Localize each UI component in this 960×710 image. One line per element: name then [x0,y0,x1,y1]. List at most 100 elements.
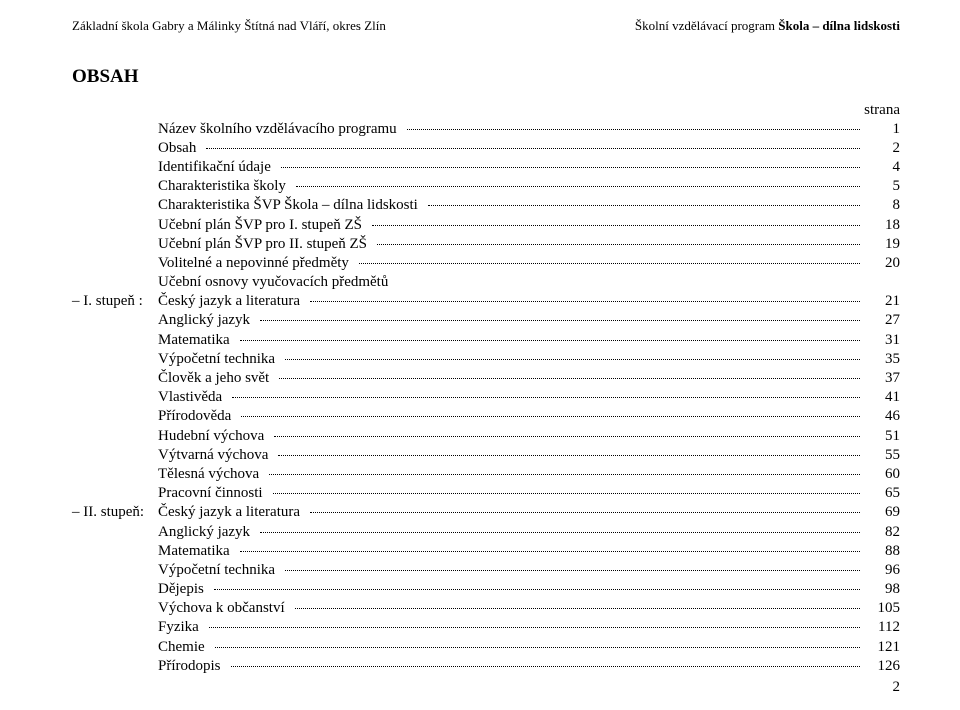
toc-row-dots [296,186,860,187]
toc-row-dots [359,263,860,264]
toc-row-dots [285,570,860,571]
toc-row: Výpočetní technika 35 [72,350,900,369]
toc-row: Pracovní činnosti65 [72,484,900,503]
header-left: Základní škola Gabry a Málinky Štítná na… [72,18,386,34]
toc-row-label: Přírodopis [158,657,227,676]
toc-row-label: Hudební výchova [158,427,270,446]
page-header: Základní škola Gabry a Málinky Štítná na… [72,18,900,34]
toc-row-dots [407,129,860,130]
toc-row-label: Matematika [158,542,236,561]
toc-row-label: Výchova k občanství [158,599,291,618]
toc-row-label: Fyzika [158,618,205,637]
toc-row: Vlastivěda 41 [72,388,900,407]
toc-row: Fyzika 112 [72,618,900,637]
toc-row: Chemie121 [72,638,900,657]
toc-row-label: Člověk a jeho svět [158,369,275,388]
toc-row-dots [231,666,860,667]
toc-row-dots [278,455,860,456]
toc-row: Učební plán ŠVP pro II. stupeň ZŠ19 [72,235,900,254]
toc-row-label: Matematika [158,331,236,350]
toc-row-page: 105 [864,599,900,618]
toc-row: Výchova k občanství 105 [72,599,900,618]
toc-row-page: 31 [864,331,900,350]
page-title: OBSAH [72,66,900,88]
toc-row-dots [372,225,860,226]
toc-row: Název školního vzdělávacího programu1 [72,120,900,139]
toc-row-dots [214,589,860,590]
toc-row-page: 60 [864,465,900,484]
toc-row-dots [240,551,860,552]
toc-row-label: Obsah [158,139,202,158]
toc-row-label: Výtvarná výchova [158,446,274,465]
toc-row-page: 27 [864,311,900,330]
toc-row-page: 55 [864,446,900,465]
toc-row-label: Vlastivěda [158,388,228,407]
toc-row-page: 112 [864,618,900,637]
toc-row-dots [310,512,860,513]
toc-row-dots [428,205,860,206]
toc-row: Člověk a jeho svět 37 [72,369,900,388]
toc-row-page: 21 [864,292,900,311]
toc-row: Výtvarná výchova 55 [72,446,900,465]
toc-row-page: 4 [864,158,900,177]
toc-row-page: 19 [864,235,900,254]
toc-row-page: 98 [864,580,900,599]
toc-row-dots [273,493,860,494]
header-right-prefix: Školní vzdělávací program [635,18,778,33]
toc-row-label: Výpočetní technika [158,561,281,580]
toc-row-label: Název školního vzdělávacího programu [158,120,403,139]
header-right-bold: Škola – dílna lidskosti [778,18,900,33]
toc-row: – I. stupeň :Český jazyk a literatura21 [72,292,900,311]
toc-row-lead: – I. stupeň : [72,292,158,311]
toc-row: Hudební výchova 51 [72,427,900,446]
toc-row: Dějepis 98 [72,580,900,599]
toc-row-label: Identifikační údaje [158,158,277,177]
toc-row-dots [209,627,860,628]
toc-row: Charakteristika ŠVP Škola – dílna lidsko… [72,196,900,215]
toc-row-page: 35 [864,350,900,369]
toc-row: Výpočetní technika96 [72,561,900,580]
toc-row-dots [232,397,860,398]
toc-row-label: Volitelné a nepovinné předměty [158,254,355,273]
toc-row-label: Charakteristika školy [158,177,292,196]
toc-row-page: 37 [864,369,900,388]
toc-row-page: 18 [864,216,900,235]
toc-row-page: 88 [864,542,900,561]
toc-row: Obsah2 [72,139,900,158]
toc-row-dots [241,416,860,417]
toc-row-label: Výpočetní technika [158,350,281,369]
toc-row: Charakteristika školy5 [72,177,900,196]
toc-row-dots [279,378,860,379]
toc-row-page: 20 [864,254,900,273]
toc-row-label: Učební osnovy vyučovacích předmětů [158,273,394,292]
toc-row: Přírodověda 46 [72,407,900,426]
toc-row-page: 51 [864,427,900,446]
toc-row-page: 46 [864,407,900,426]
toc-row: Přírodopis 126 [72,657,900,676]
toc-row-dots [206,148,860,149]
toc-row-dots [260,320,860,321]
toc-row-label: Přírodověda [158,407,237,426]
toc-row-dots [269,474,860,475]
page-number-footer: 2 [893,679,901,696]
toc-row-label: Anglický jazyk [158,311,256,330]
toc-row-page: 121 [864,638,900,657]
toc-row-label: Pracovní činnosti [158,484,269,503]
toc-row-dots [240,340,860,341]
toc-row: Identifikační údaje 4 [72,158,900,177]
toc-row-label: Charakteristika ŠVP Škola – dílna lidsko… [158,196,424,215]
toc-row: Matematika 88 [72,542,900,561]
toc-row-dots [377,244,860,245]
toc-row-page: 8 [864,196,900,215]
toc-row: Matematika 31 [72,331,900,350]
toc-row-dots [274,436,860,437]
toc-row: Anglický jazyk 27 [72,311,900,330]
toc-row-dots [295,608,860,609]
toc-row-label: Dějepis [158,580,210,599]
toc: Název školního vzdělávacího programu1Obs… [72,120,900,676]
toc-row-page: 82 [864,523,900,542]
toc-row-page: 41 [864,388,900,407]
toc-row-page: 126 [864,657,900,676]
toc-row-dots [285,359,860,360]
toc-row-lead: – II. stupeň: [72,503,158,522]
